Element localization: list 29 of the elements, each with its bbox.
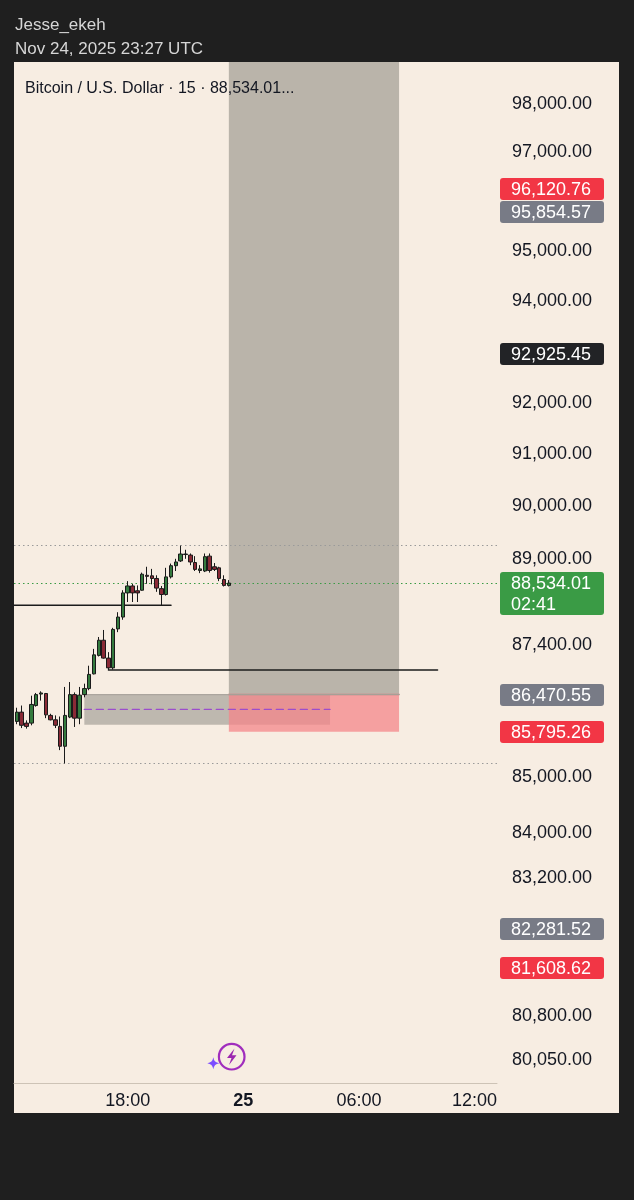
- text: Bitcoin / U.S. Dollar · 15 · 88,534.01...: [25, 78, 295, 98]
- y-tick-label: 80,050.00: [512, 1049, 593, 1070]
- ref-line-label: 88,534.01 02:41: [511, 572, 593, 616]
- y-tick-label: 85,000.00: [512, 765, 593, 786]
- y-tick-label: 92,925.45: [511, 343, 593, 366]
- x-tick-label: 06:00: [336, 1090, 382, 1110]
- y-tick-label: 94,000.00: [512, 289, 593, 310]
- text: Nov 24, 2025 23:27 UTC: [15, 39, 204, 59]
- x-tick-label: 18:00: [105, 1090, 151, 1110]
- text: Jesse_ekeh: [15, 15, 106, 35]
- y-tick-label: 92,000.00: [512, 391, 593, 412]
- y-tick-label: 91,000.00: [512, 443, 593, 464]
- y-tick-label: 82,281.52: [511, 918, 593, 941]
- y-tick-label: 90,000.00: [512, 495, 593, 516]
- y-tick-label: 83,200.00: [512, 866, 593, 887]
- y-tick-label: 87,400.00: [512, 634, 593, 655]
- x-tick-label: 25: [233, 1090, 254, 1110]
- y-tick-label: 98,000.00: [512, 92, 593, 113]
- y-tick-label: 80,800.00: [512, 1005, 593, 1026]
- x-tick-label: 12:00: [452, 1090, 498, 1110]
- y-tick-label: 95,854.57: [511, 201, 593, 224]
- y-tick-label: 89,000.00: [512, 548, 593, 569]
- y-tick-label: 97,000.00: [512, 141, 593, 162]
- y-tick-label: 85,795.26: [511, 720, 593, 743]
- y-tick-label: 95,000.00: [512, 239, 593, 260]
- y-tick-label: 84,000.00: [512, 821, 593, 842]
- y-tick-label: 96,120.76: [511, 178, 593, 201]
- y-tick-label: 86,470.55: [511, 683, 593, 706]
- y-tick-label: 81,608.62: [511, 957, 593, 980]
